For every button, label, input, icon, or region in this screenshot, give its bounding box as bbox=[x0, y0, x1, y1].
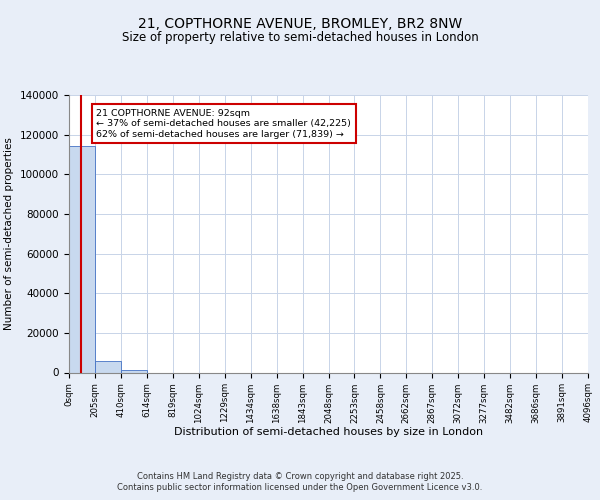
Text: Size of property relative to semi-detached houses in London: Size of property relative to semi-detach… bbox=[122, 31, 478, 44]
Bar bbox=[69, 146, 95, 372]
X-axis label: Distribution of semi-detached houses by size in London: Distribution of semi-detached houses by … bbox=[174, 427, 483, 437]
Bar bbox=[95, 360, 121, 372]
Text: 21, COPTHORNE AVENUE, BROMLEY, BR2 8NW: 21, COPTHORNE AVENUE, BROMLEY, BR2 8NW bbox=[138, 18, 462, 32]
Text: 21 COPTHORNE AVENUE: 92sqm
← 37% of semi-detached houses are smaller (42,225)
62: 21 COPTHORNE AVENUE: 92sqm ← 37% of semi… bbox=[96, 109, 351, 138]
Bar bbox=[121, 370, 147, 372]
Y-axis label: Number of semi-detached properties: Number of semi-detached properties bbox=[4, 138, 14, 330]
Text: Contains HM Land Registry data © Crown copyright and database right 2025.
Contai: Contains HM Land Registry data © Crown c… bbox=[118, 472, 482, 492]
